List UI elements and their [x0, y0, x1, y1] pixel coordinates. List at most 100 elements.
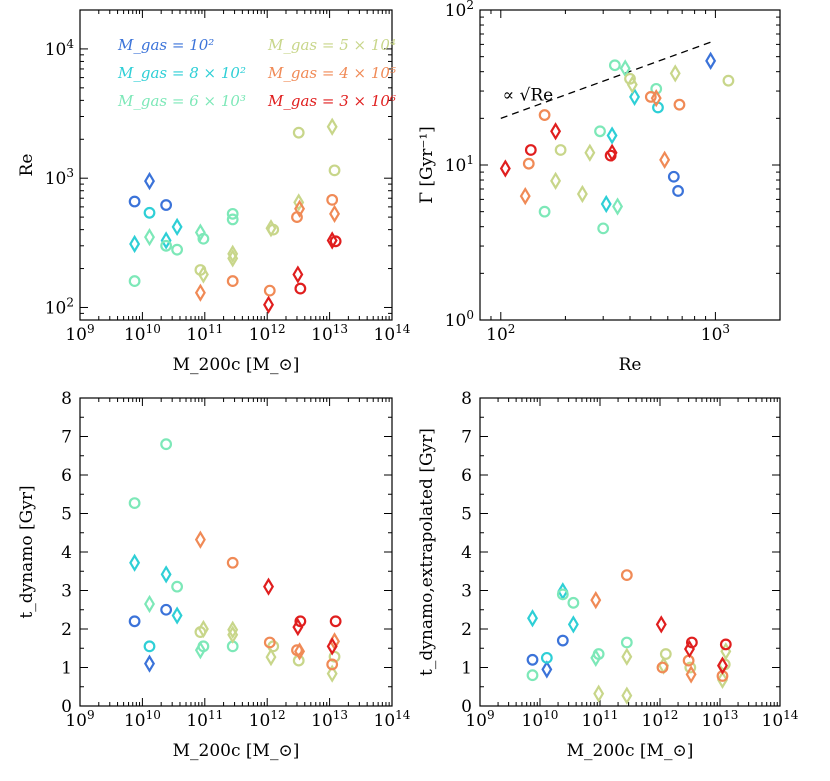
data-point-diamond	[593, 684, 605, 703]
data-point-circle	[526, 669, 539, 682]
sqrt-re-reference-line	[500, 41, 711, 119]
y-tick-label: 6	[461, 466, 472, 486]
x-tick-label: 1012	[249, 322, 286, 345]
data-point-diamond	[293, 193, 305, 212]
data-point-circle	[326, 658, 339, 671]
data-point-circle	[540, 651, 553, 664]
data-point-diamond	[606, 126, 618, 145]
x-tick-label: 109	[465, 708, 494, 731]
x-tick-label: 1011	[186, 708, 223, 731]
data-point-diamond	[659, 150, 671, 169]
data-point-diamond	[606, 143, 618, 162]
panel-gamma-vs-re: 102 103 100 101 102 Re Γ [Gyr⁻¹] ∝ √Re	[417, 0, 781, 375]
data-point-diamond	[669, 64, 681, 83]
data-point-diamond	[621, 686, 633, 705]
y-tick-label: 4	[61, 543, 72, 563]
data-point-diamond	[194, 283, 206, 302]
plot-frame	[79, 397, 393, 707]
y-tick-label: 104	[45, 37, 75, 60]
data-point-diamond	[519, 186, 531, 206]
y-tick-label: 8	[61, 389, 72, 409]
data-point-diamond	[197, 619, 209, 639]
y-tick-label: 5	[61, 505, 72, 525]
x-tick-label: 1010	[522, 708, 559, 731]
x-tick-label: 1010	[124, 708, 161, 731]
data-point-diamond	[263, 577, 275, 596]
data-point-diamond	[292, 265, 304, 284]
data-point-diamond	[144, 654, 155, 673]
data-point-circle	[524, 144, 537, 156]
data-point-diamond	[590, 590, 602, 610]
x-tick-label: 1014	[374, 322, 411, 345]
data-point-diamond	[129, 234, 141, 254]
data-point-circle	[171, 243, 184, 256]
data-point-diamond	[144, 227, 155, 247]
legend-entry-5: M_gas = 4 × 10⁵	[267, 64, 396, 82]
data-point-diamond	[720, 642, 732, 661]
data-point-circle	[160, 438, 173, 451]
y-tick-label: 100	[445, 308, 474, 331]
data-point-circle	[597, 222, 610, 235]
data-point-circle	[659, 648, 672, 660]
data-point-circle	[608, 59, 621, 72]
y-tick-label: 102	[445, 0, 474, 21]
y-tick-label: 103	[45, 166, 74, 189]
data-point-diamond	[650, 89, 662, 108]
data-point-circle	[328, 164, 341, 177]
x-axis-label: M_200c [M_⊙]	[173, 355, 300, 375]
data-point-diamond	[194, 223, 206, 242]
x-tick-label: 1014	[374, 708, 411, 731]
data-point-circle	[326, 193, 339, 206]
y-tick-label: 2	[61, 620, 72, 640]
data-point-circle	[171, 580, 184, 593]
data-point-diamond	[612, 197, 624, 216]
data-point-diamond	[265, 647, 277, 667]
data-point-diamond	[144, 171, 155, 191]
data-point-circle	[620, 636, 633, 649]
y-tick-label: 1	[461, 659, 472, 679]
x-tick-label: 1011	[582, 708, 619, 731]
data-point-circle	[128, 615, 141, 628]
data-point-circle	[128, 275, 141, 287]
data-point-circle	[685, 636, 698, 649]
y-tick-label: 0	[61, 697, 72, 717]
y-axis-label: t_dynamo [Gyr]	[17, 485, 37, 618]
y-tick-label: 5	[461, 505, 472, 525]
data-point-circle	[128, 497, 141, 510]
y-tick-label: 7	[61, 428, 72, 448]
data-point-diamond	[144, 594, 155, 614]
y-axis-label: Γ [Gyr⁻¹]	[417, 126, 437, 204]
data-point-circle	[226, 207, 239, 220]
data-point-circle	[656, 661, 669, 674]
y-axis-label: Re	[17, 154, 37, 177]
x-tick-label: 1010	[124, 322, 161, 345]
data-point-circle	[538, 205, 551, 218]
data-point-diamond	[705, 51, 717, 70]
data-point-diamond	[171, 217, 183, 237]
data-point-circle	[526, 653, 539, 666]
data-point-diamond	[527, 609, 538, 628]
data-point-circle	[592, 648, 605, 660]
y-tick-label: 8	[461, 389, 472, 409]
y-axis-label: t_dynamo,extrapolated [Gyr]	[417, 428, 437, 676]
x-tick-label: 1012	[642, 708, 679, 731]
data-point-circle	[143, 640, 156, 653]
data-point-diamond	[326, 117, 338, 136]
data-point-diamond	[326, 664, 338, 683]
data-point-diamond	[294, 642, 306, 661]
data-point-diamond	[197, 265, 209, 284]
data-point-diamond	[550, 122, 562, 141]
data-point-circle	[328, 650, 341, 663]
data-point-circle	[292, 126, 305, 139]
y-tick-label: 6	[61, 466, 72, 486]
data-point-diamond	[326, 637, 338, 656]
data-point-circle	[522, 157, 535, 170]
legend-entry-4: M_gas = 5 × 10⁴	[267, 36, 396, 54]
data-point-circle	[294, 282, 307, 295]
data-point-diamond	[194, 641, 206, 660]
data-point-circle	[556, 588, 569, 601]
y-tick-label: 1	[61, 659, 72, 679]
y-tick-label: 7	[461, 428, 472, 448]
data-point-diamond	[541, 660, 553, 679]
